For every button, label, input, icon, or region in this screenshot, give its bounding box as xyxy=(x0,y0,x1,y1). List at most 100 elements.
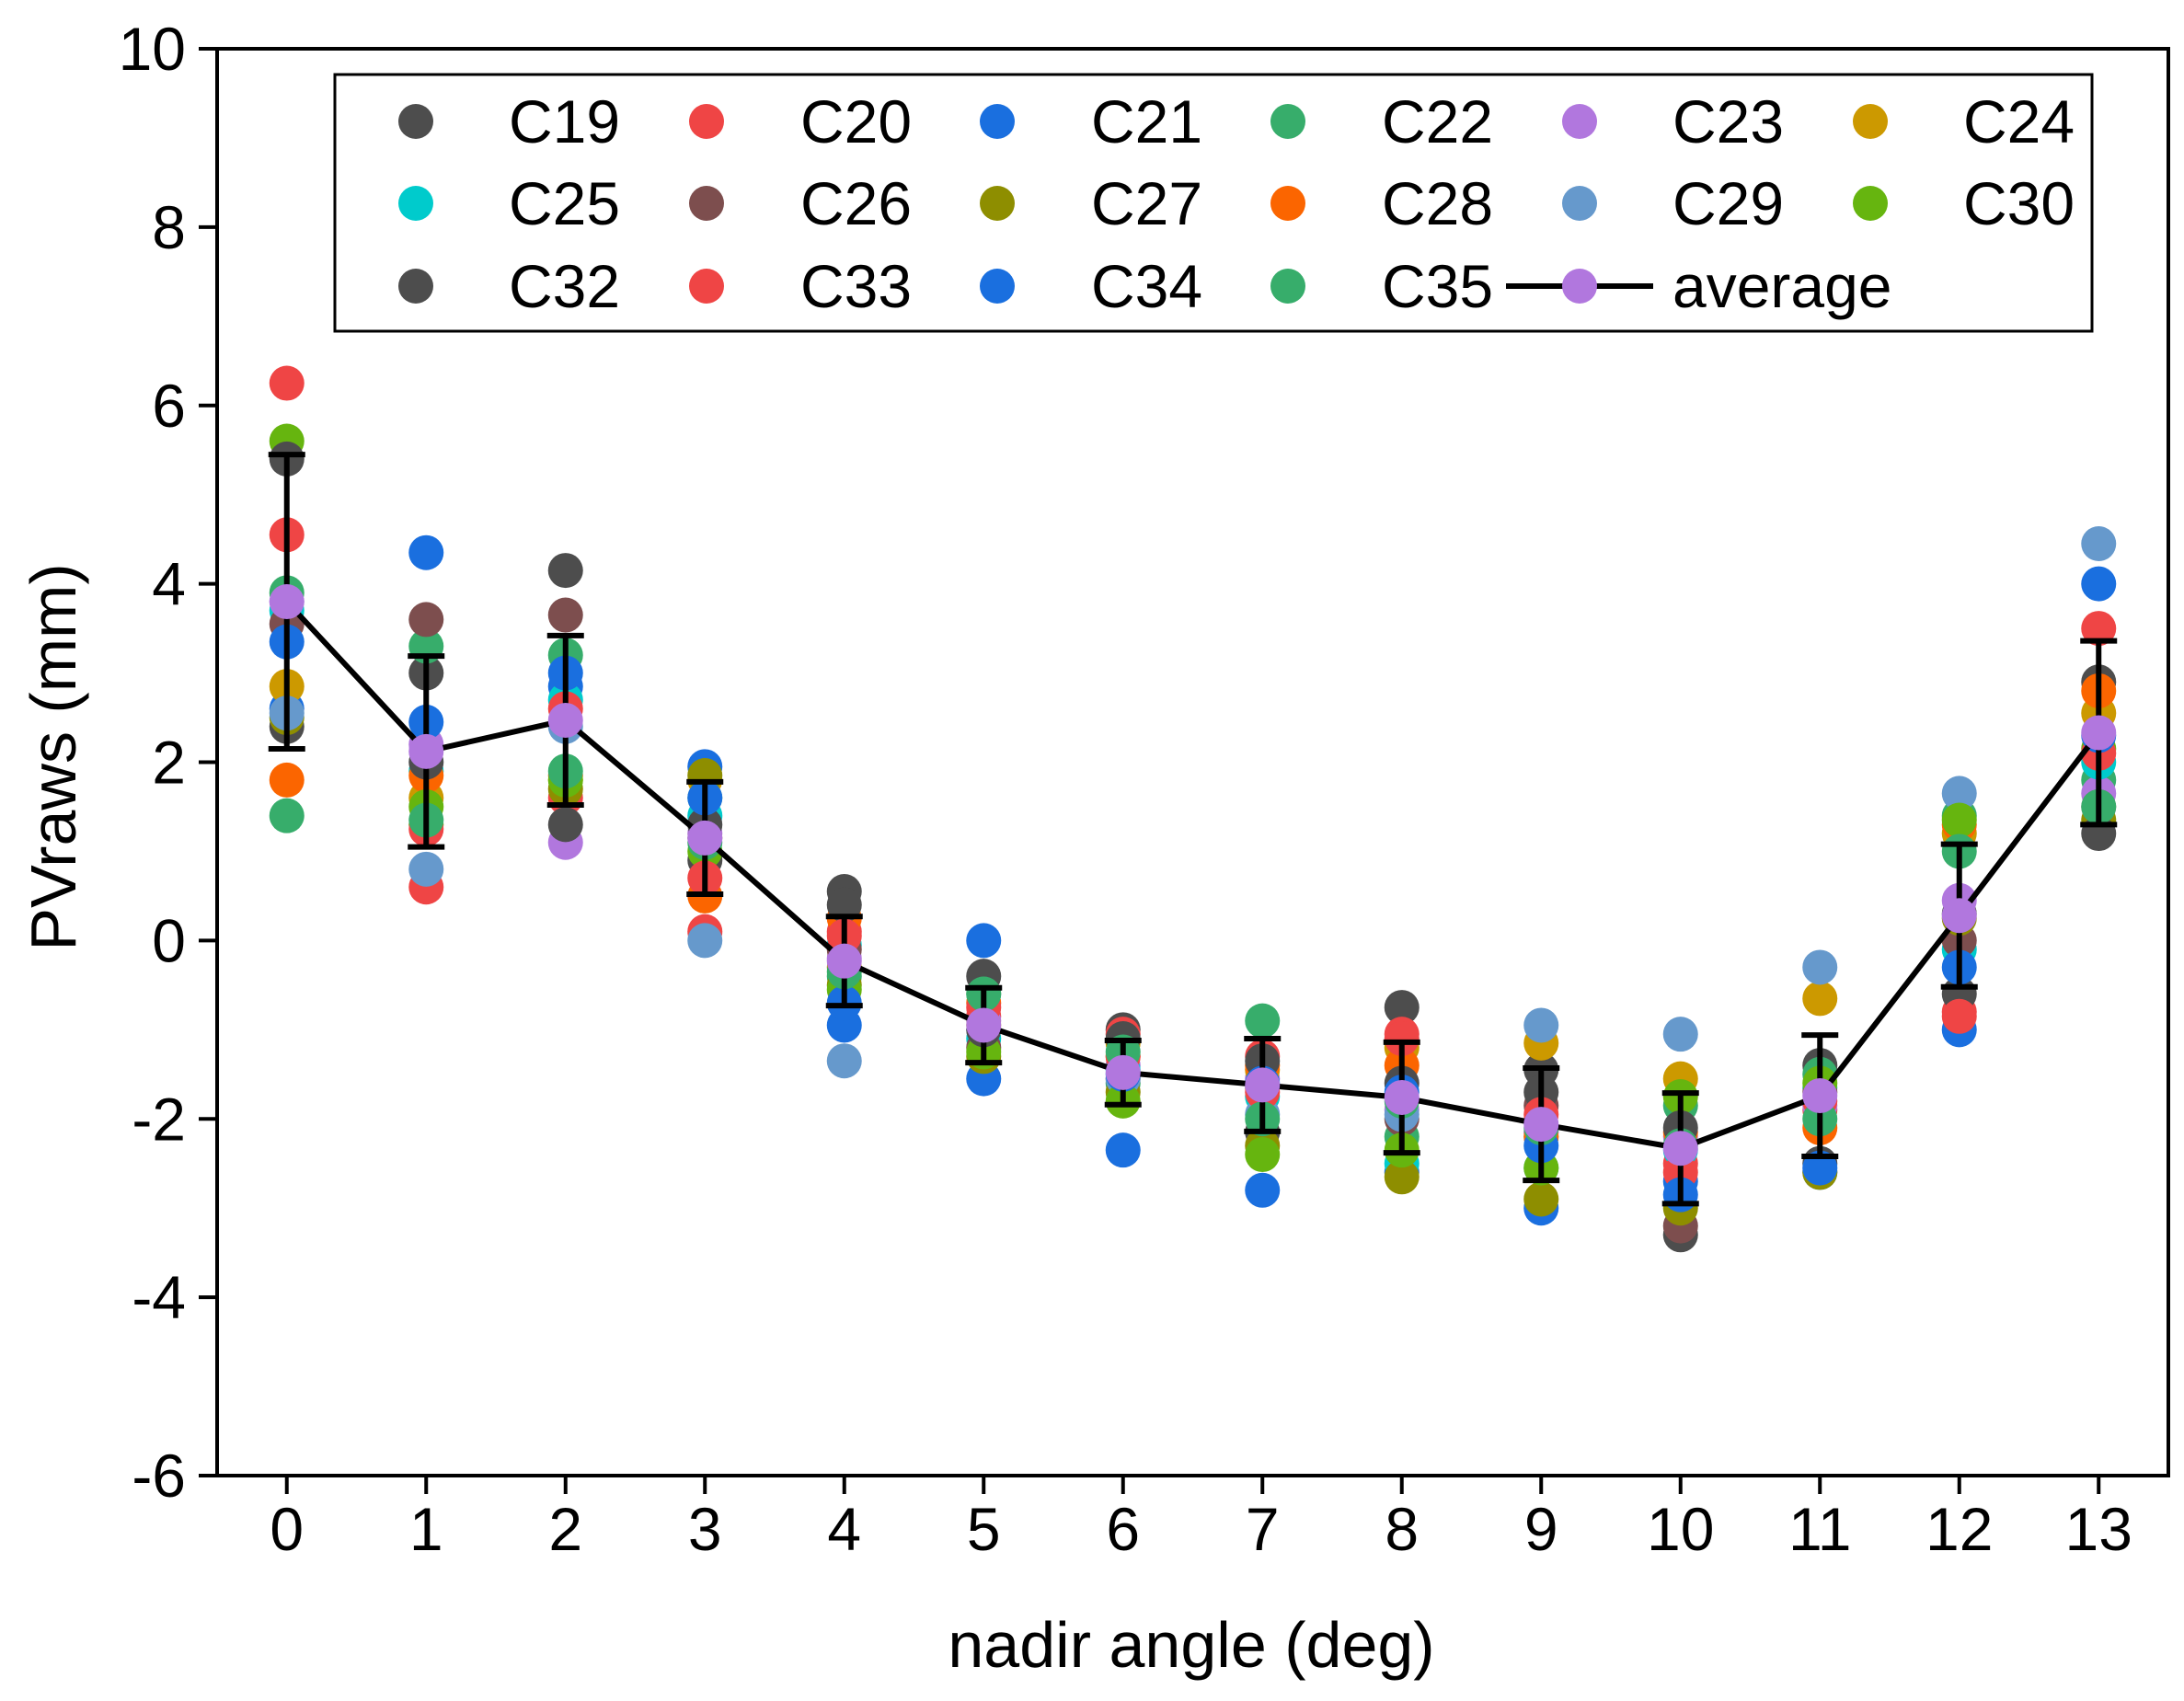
legend-item-C23: C23 xyxy=(1562,87,1784,155)
average-point xyxy=(826,943,862,979)
data-point-C21 xyxy=(408,534,444,570)
legend-item-C25: C25 xyxy=(398,169,620,237)
data-point-C20 xyxy=(2081,611,2117,647)
y-tick-label: -2 xyxy=(132,1085,186,1153)
data-point-C29 xyxy=(1941,776,1977,811)
series-C28 xyxy=(269,672,2117,1155)
y-tick-label: -6 xyxy=(132,1442,186,1510)
legend-label: C29 xyxy=(1672,169,1784,237)
series-C21 xyxy=(269,534,2117,1226)
x-tick-label: 12 xyxy=(1925,1495,1993,1563)
data-point-C29 xyxy=(1802,949,1838,985)
data-point-C28 xyxy=(269,762,305,798)
legend-label: C23 xyxy=(1672,87,1784,155)
legend-item-C20: C20 xyxy=(689,87,912,155)
data-point-C32 xyxy=(826,887,862,923)
legend-marker xyxy=(1562,104,1597,139)
series-C20 xyxy=(269,365,2117,1181)
x-tick-label: 10 xyxy=(1647,1495,1714,1563)
average-point xyxy=(2081,715,2117,751)
data-point-C29 xyxy=(1523,1007,1559,1043)
legend-marker xyxy=(1270,104,1305,139)
data-point-C24 xyxy=(1802,981,1838,1017)
data-point-C29 xyxy=(826,1043,862,1079)
series-C33 xyxy=(269,517,2117,1190)
legend-marker xyxy=(1270,186,1305,221)
data-point-C29 xyxy=(687,923,723,959)
data-point-C26 xyxy=(408,602,444,638)
y-tick-label: 10 xyxy=(119,15,186,83)
legend-marker xyxy=(689,186,724,221)
series-C29 xyxy=(269,526,2117,1132)
legend-label: C35 xyxy=(1382,252,1493,320)
x-tick-label: 5 xyxy=(967,1495,1001,1563)
data-point-C30 xyxy=(1941,802,1977,838)
legend-item-C29: C29 xyxy=(1562,169,1784,237)
x-tick-label: 3 xyxy=(688,1495,722,1563)
series-C34 xyxy=(269,624,2117,1213)
average-point xyxy=(687,820,723,856)
y-tick-label: 0 xyxy=(152,906,186,974)
data-point-C27 xyxy=(1523,1181,1559,1217)
average-line xyxy=(284,599,2101,1152)
legend-label: C25 xyxy=(509,169,620,237)
average-point xyxy=(547,702,583,738)
data-point-C19 xyxy=(547,553,583,589)
legend-item-C33: C33 xyxy=(689,252,912,320)
legend-item-C27: C27 xyxy=(980,169,1202,237)
y-tick-label: 6 xyxy=(152,372,186,440)
legend-marker xyxy=(1562,186,1597,221)
legend-marker xyxy=(1853,186,1888,221)
legend-marker xyxy=(398,186,433,221)
legend-label: C22 xyxy=(1382,87,1493,155)
data-point-C21 xyxy=(2081,566,2117,602)
legend-item-C34: C34 xyxy=(980,252,1202,320)
y-tick-label: 2 xyxy=(152,729,186,797)
y-axis-title: PVraws (mm) xyxy=(17,563,89,950)
series-C24 xyxy=(269,669,2117,1097)
legend-marker xyxy=(398,104,433,139)
legend-marker xyxy=(689,104,724,139)
data-marks xyxy=(269,365,2117,1253)
legend-marker xyxy=(1853,104,1888,139)
data-point-C21 xyxy=(1105,1132,1141,1168)
data-point-C22 xyxy=(269,798,305,833)
x-tick-label: 13 xyxy=(2065,1495,2132,1563)
data-point-C33 xyxy=(1941,998,1977,1034)
legend-label: C24 xyxy=(1963,87,2075,155)
data-point-C22 xyxy=(1245,1003,1281,1039)
x-tick-label: 7 xyxy=(1246,1495,1280,1563)
y-tick-label: 8 xyxy=(152,193,186,261)
series-C19 xyxy=(269,553,2117,1253)
legend-label: C21 xyxy=(1091,87,1202,155)
data-point-C32 xyxy=(547,807,583,843)
average-point xyxy=(1105,1054,1141,1090)
average-point xyxy=(408,733,444,769)
legend-marker xyxy=(398,269,433,304)
x-tick-label: 0 xyxy=(270,1495,304,1563)
x-axis-title: nadir angle (deg) xyxy=(948,1609,1434,1681)
average-point xyxy=(1384,1079,1420,1115)
legend-item-C19: C19 xyxy=(398,87,620,155)
legend-marker xyxy=(980,269,1015,304)
legend-item-C24: C24 xyxy=(1853,87,2075,155)
y-tick-label: -4 xyxy=(132,1263,186,1331)
legend-marker xyxy=(1270,269,1305,304)
series-C27 xyxy=(269,700,2117,1226)
average-series xyxy=(268,452,2118,1207)
average-point xyxy=(269,584,305,620)
data-point-C29 xyxy=(408,851,444,887)
x-tick-label: 1 xyxy=(409,1495,443,1563)
legend-label: C33 xyxy=(800,252,912,320)
legend-label: C19 xyxy=(509,87,620,155)
data-point-C33 xyxy=(1384,1021,1420,1057)
data-point-C19 xyxy=(1384,990,1420,1026)
average-point xyxy=(966,1007,1002,1043)
legend-label: C27 xyxy=(1091,169,1202,237)
x-tick-label: 4 xyxy=(827,1495,861,1563)
legend-item-C21: C21 xyxy=(980,87,1202,155)
legend-label: C34 xyxy=(1091,252,1202,320)
